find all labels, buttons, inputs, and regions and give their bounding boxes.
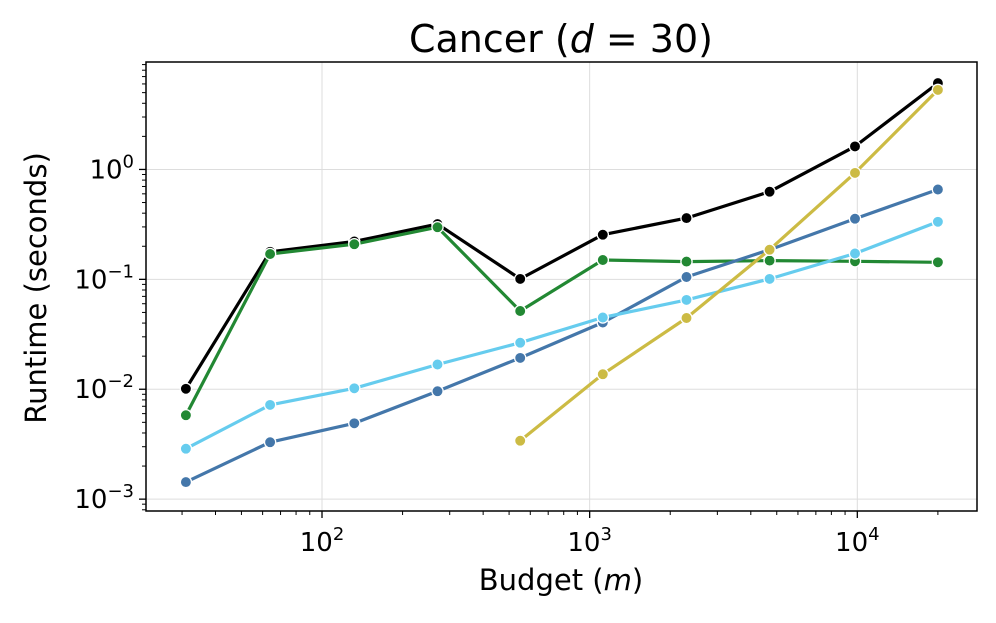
- data-point-green: [179, 408, 193, 422]
- data-point-blue: [348, 417, 361, 430]
- x-tick-label-base: 10: [300, 528, 333, 558]
- data-point-cyan: [763, 272, 776, 286]
- y-tick-label-base: 10: [74, 485, 107, 515]
- series-line-black: [184, 81, 940, 391]
- y-tick-label-exponent: −3: [107, 481, 134, 502]
- y-tick-label: 10−1: [74, 261, 134, 295]
- x-tick-label-base: 10: [835, 528, 868, 558]
- x-axis-label: Budget (m): [479, 563, 643, 597]
- data-point-cyan: [596, 311, 610, 324]
- plot-frame: [145, 61, 978, 512]
- data-point-yellow: [680, 311, 693, 325]
- data-point-cyan: [931, 215, 945, 229]
- chart-title-rest: = 30): [594, 17, 713, 61]
- series-line-yellow: [518, 88, 940, 443]
- y-tick-label: 100: [89, 151, 134, 185]
- chart-title-prefix: Cancer (: [409, 17, 570, 61]
- data-point-blue: [263, 435, 277, 449]
- data-point-yellow: [513, 434, 527, 447]
- x-axis-label-suffix: ): [632, 563, 643, 597]
- gridlines: [146, 62, 977, 511]
- data-point-green: [596, 253, 610, 267]
- data-point-black: [763, 185, 776, 198]
- data-point-blue: [513, 351, 527, 365]
- x-tick-label: 102: [300, 524, 345, 558]
- x-tick-label-exponent: 3: [600, 524, 611, 545]
- x-tick-label-exponent: 2: [333, 524, 344, 545]
- series-line-blue: [184, 187, 940, 484]
- x-tick-label: 103: [567, 524, 612, 558]
- y-tick-label-exponent: −2: [107, 371, 134, 392]
- data-point-blue: [848, 212, 862, 225]
- data-point-yellow: [848, 166, 862, 180]
- y-tick-label: 10−2: [74, 371, 134, 405]
- series-line-green: [184, 225, 940, 417]
- y-tick-label-exponent: 0: [123, 151, 134, 172]
- data-point-green: [431, 220, 444, 234]
- chart-title-var: d: [570, 17, 595, 61]
- y-tick-label: 10−3: [74, 481, 134, 515]
- series-black: [179, 76, 945, 396]
- chart-title: Cancer (d = 30): [409, 17, 713, 61]
- y-tick-label-base: 10: [74, 375, 107, 405]
- data-point-black: [848, 140, 862, 153]
- y-tick-label-base: 10: [74, 265, 107, 295]
- data-point-green: [513, 304, 527, 318]
- data-point-black: [513, 272, 527, 286]
- data-point-green: [680, 255, 693, 268]
- y-tick-label-base: 10: [89, 155, 122, 185]
- data-point-yellow: [596, 367, 610, 381]
- data-point-cyan: [680, 293, 693, 307]
- data-point-green: [348, 237, 361, 251]
- data-point-green: [263, 247, 277, 261]
- series-green: [179, 220, 945, 422]
- data-point-blue: [931, 183, 945, 196]
- series-yellow: [513, 83, 945, 447]
- x-tick-label-base: 10: [567, 528, 600, 558]
- data-point-yellow: [931, 83, 945, 97]
- series-blue: [179, 183, 945, 489]
- data-point-blue: [179, 475, 193, 489]
- data-point-cyan: [179, 442, 193, 455]
- x-axis-label-var: m: [604, 563, 632, 597]
- y-tick-label-exponent: −1: [107, 261, 134, 282]
- data-point-yellow: [763, 243, 776, 256]
- data-point-black: [680, 211, 693, 225]
- data-point-cyan: [348, 382, 361, 395]
- x-tick-label: 104: [835, 524, 880, 558]
- data-point-cyan: [431, 358, 444, 371]
- data-point-cyan: [848, 247, 862, 260]
- data-point-black: [179, 382, 193, 396]
- series-line-cyan: [184, 220, 940, 451]
- data-point-cyan: [513, 336, 527, 349]
- data-point-cyan: [263, 398, 277, 412]
- data-point-blue: [431, 384, 444, 398]
- y-axis-label: Runtime (seconds): [19, 152, 53, 424]
- data-point-green: [763, 254, 776, 267]
- data-point-green: [931, 256, 945, 269]
- series-cyan: [179, 215, 945, 455]
- data-point-blue: [680, 270, 693, 284]
- series-layer: [179, 76, 945, 489]
- x-tick-label-exponent: 4: [868, 524, 879, 545]
- data-point-black: [596, 228, 610, 241]
- x-axis-label-prefix: Budget (: [479, 563, 604, 597]
